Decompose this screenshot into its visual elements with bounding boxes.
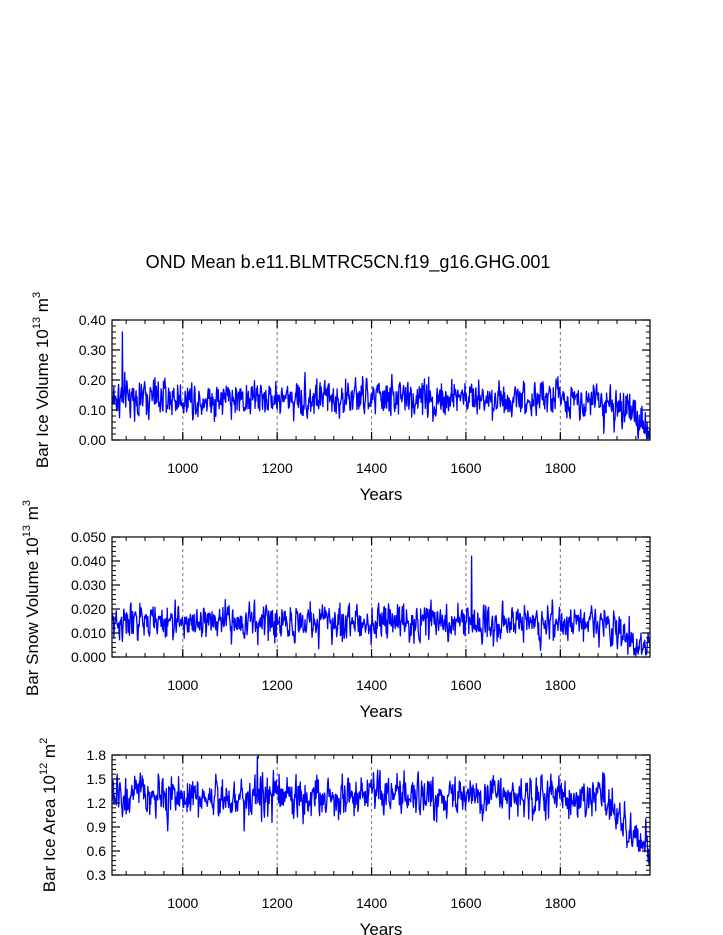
panel-3: 0.3 0.6 0.9 1.2 1.5 1.8 1000 1200 1400 1600 1800 Ye… <box>38 738 651 935</box>
series-line <box>111 331 651 440</box>
panel-1: 0.00 0.10 0.20 0.30 0.40 1000 1200 1400 1600 1800… <box>31 292 651 504</box>
plot-frame <box>111 536 651 658</box>
y-tick-label: 0.30 <box>79 342 106 358</box>
y-tick-label: 0.3 <box>87 867 107 883</box>
y-tick-label: 0.10 <box>79 402 106 418</box>
y-tick-label: 0.40 <box>79 312 106 328</box>
x-tick-label: 1400 <box>356 895 387 911</box>
x-tick-label: 1200 <box>262 677 293 693</box>
x-tick-label: 1800 <box>545 895 576 911</box>
figure-title: OND Mean b.e11.BLMTRC5CN.f19_g16.GHG.001 <box>146 252 551 273</box>
plot-frame <box>111 754 651 876</box>
x-tick-label: 1000 <box>167 460 198 476</box>
series-line <box>111 755 651 867</box>
y-tick-label: 0.020 <box>71 601 106 617</box>
panel-2: 0.000 0.010 0.020 0.030 0.040 0.050 1000 1200 14… <box>21 500 651 721</box>
x-tick-label: 1600 <box>450 460 481 476</box>
y-tick-label: 1.8 <box>87 747 107 763</box>
x-tick-label: 1600 <box>450 895 481 911</box>
y-tick-label: 0.040 <box>71 553 106 569</box>
series-line <box>111 555 651 656</box>
x-tick-label: 1200 <box>262 895 293 911</box>
x-axis-label: Years <box>360 920 403 935</box>
x-tick-label: 1600 <box>450 677 481 693</box>
x-tick-label: 1000 <box>167 677 198 693</box>
x-tick-label: 1000 <box>167 895 198 911</box>
x-tick-label: 1400 <box>356 460 387 476</box>
x-tick-label: 1800 <box>545 460 576 476</box>
x-tick-label: 1800 <box>545 677 576 693</box>
y-tick-label: 0.050 <box>71 529 106 545</box>
y-tick-label: 0.9 <box>87 819 107 835</box>
plot-frame <box>111 319 651 441</box>
y-tick-label: 0.6 <box>87 843 107 859</box>
y-tick-label: 0.20 <box>79 372 106 388</box>
y-tick-label: 0.010 <box>71 625 106 641</box>
y-axis-label: Bar Ice Volume 1013 m3 <box>31 292 52 468</box>
y-tick-label: 1.5 <box>87 771 107 787</box>
y-tick-label: 0.000 <box>71 649 106 665</box>
y-axis-label: Bar Snow Volume 1013 m3 <box>21 500 42 696</box>
x-axis-label: Years <box>360 485 403 504</box>
x-tick-label: 1200 <box>262 460 293 476</box>
y-axis-label: Bar Ice Area 1012 m2 <box>38 738 59 892</box>
x-axis-label: Years <box>360 702 403 721</box>
y-tick-label: 1.2 <box>87 795 107 811</box>
x-tick-label: 1400 <box>356 677 387 693</box>
y-tick-label: 0.00 <box>79 432 106 448</box>
y-tick-label: 0.030 <box>71 577 106 593</box>
